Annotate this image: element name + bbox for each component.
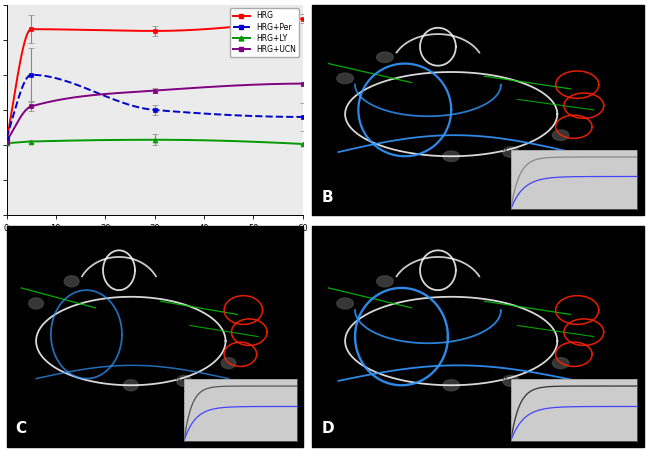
Circle shape bbox=[443, 151, 460, 161]
Text: C: C bbox=[16, 421, 27, 436]
Circle shape bbox=[177, 375, 192, 386]
Circle shape bbox=[552, 130, 569, 141]
Text: D: D bbox=[322, 421, 335, 436]
Circle shape bbox=[502, 147, 519, 157]
X-axis label: Time, min: Time, min bbox=[130, 236, 179, 246]
Circle shape bbox=[29, 298, 44, 309]
Circle shape bbox=[64, 276, 79, 287]
Circle shape bbox=[376, 52, 393, 63]
Circle shape bbox=[337, 298, 354, 309]
Circle shape bbox=[124, 380, 138, 391]
Legend: HRG, HRG+Per, HRG+LY, HRG+UCN: HRG, HRG+Per, HRG+LY, HRG+UCN bbox=[230, 8, 299, 58]
Circle shape bbox=[552, 358, 569, 369]
Circle shape bbox=[376, 276, 393, 287]
Text: B: B bbox=[322, 189, 333, 205]
Circle shape bbox=[221, 358, 236, 369]
Circle shape bbox=[337, 73, 354, 83]
Circle shape bbox=[443, 380, 460, 391]
Circle shape bbox=[502, 375, 519, 386]
